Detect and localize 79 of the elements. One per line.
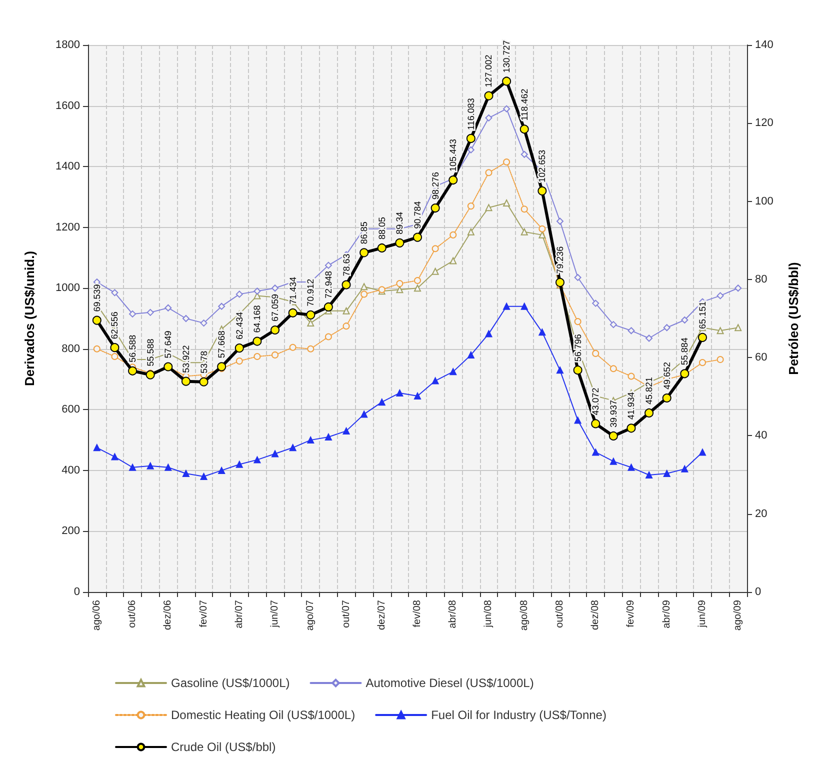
legend-label: Domestic Heating Oil (US$/1000L) <box>171 708 356 722</box>
data-label: 62.556 <box>110 312 120 340</box>
legend-label: Fuel Oil for Industry (US$/Tonne) <box>431 708 606 722</box>
y-tick-label: 1400 <box>56 160 80 173</box>
y-tick-label: 400 <box>62 464 80 476</box>
y-tick-label: 1600 <box>56 100 80 112</box>
x-tick-label: jun/08 <box>483 600 494 628</box>
legend-label: Gasoline (US$/1000L) <box>171 676 290 690</box>
data-label: 79.236 <box>554 246 565 274</box>
data-label: 89.34 <box>394 212 405 234</box>
data-label: 53.922 <box>180 345 191 373</box>
data-label: 78.63 <box>341 254 352 276</box>
data-label: 45.821 <box>644 376 654 404</box>
x-tick-label: ago/09 <box>732 600 744 631</box>
y-axis-title: Derivados (US$/unid.) <box>22 250 37 386</box>
data-label: 72.948 <box>323 270 334 298</box>
y-tick-label: 0 <box>74 586 80 598</box>
data-label: 105.443 <box>448 138 458 172</box>
data-label: 41.934 <box>626 392 636 420</box>
data-label: 102.653 <box>537 150 548 182</box>
y2-tick-label: 20 <box>755 508 768 520</box>
data-label: 116.083 <box>466 98 476 130</box>
x-tick-label: dez/07 <box>376 600 388 630</box>
y-tick-label: 600 <box>62 404 80 416</box>
y2-tick-label: 0 <box>755 586 762 598</box>
x-tick-label: jun/07 <box>270 600 281 628</box>
x-tick-label: dez/08 <box>590 600 602 630</box>
y2-tick-label: 80 <box>755 273 768 286</box>
data-label: 88.05 <box>376 216 387 240</box>
data-label: 62.434 <box>234 312 244 340</box>
x-tick-label: abr/08 <box>448 600 459 628</box>
y2-tick-label: 140 <box>755 39 774 51</box>
data-label: 130.727 <box>502 40 512 73</box>
data-label: 64.168 <box>252 305 262 333</box>
data-label: 55.884 <box>680 338 690 366</box>
data-label: 57.668 <box>216 330 227 358</box>
data-label: 56.588 <box>128 334 138 362</box>
x-tick-label: fev/09 <box>626 600 637 628</box>
x-tick-label: fev/08 <box>412 600 423 628</box>
data-label: 39.937 <box>608 400 618 428</box>
x-tick-label: ago/06 <box>91 600 102 631</box>
x-tick-label: out/06 <box>127 600 138 628</box>
y-tick-label: 200 <box>62 525 80 538</box>
data-label: 70.912 <box>306 278 316 306</box>
data-label: 49.652 <box>662 362 672 390</box>
data-label: 57.649 <box>163 330 174 358</box>
data-label: 43.072 <box>590 388 601 416</box>
data-label: 86.85 <box>359 222 370 244</box>
x-tick-label: fev/07 <box>198 600 210 628</box>
data-label: 55.588 <box>145 338 156 366</box>
data-label: 67.059 <box>270 294 280 322</box>
x-tick-label: ago/08 <box>518 600 530 631</box>
data-label: 56.796 <box>572 334 583 362</box>
data-label: 127.002 <box>484 54 494 88</box>
x-tick-label: jun/09 <box>696 600 708 628</box>
x-tick-label: abr/07 <box>234 600 245 628</box>
y2-tick-label: 120 <box>755 117 774 130</box>
data-label: 69.539 <box>92 284 102 312</box>
data-label: 98.276 <box>430 172 440 200</box>
x-tick-label: out/07 <box>340 600 352 628</box>
y2-tick-label: 100 <box>755 195 774 208</box>
data-label: 90.784 <box>412 201 422 229</box>
data-label: 65.151 <box>697 301 708 329</box>
y-tick-label: 1200 <box>56 221 80 234</box>
data-label: 118.462 <box>519 88 530 121</box>
x-tick-label: abr/09 <box>661 600 672 628</box>
x-tick-label: dez/06 <box>162 600 174 630</box>
x-tick-label: out/08 <box>554 600 566 628</box>
y2-axis-title: Petróleo (US$/bbl) <box>786 262 801 375</box>
y2-tick-label: 40 <box>755 430 768 442</box>
y-tick-label: 1800 <box>56 39 80 51</box>
legend-label: Automotive Diesel (US$/1000L) <box>366 676 534 690</box>
y2-tick-label: 60 <box>755 352 768 364</box>
legend-label: Crude Oil (US$/bbl) <box>171 740 276 754</box>
x-tick-label: ago/07 <box>305 600 316 631</box>
y-tick-label: 800 <box>62 342 80 355</box>
data-label: 71.434 <box>288 276 298 304</box>
data-label: 53.78 <box>198 350 209 374</box>
y-tick-label: 1000 <box>56 282 80 294</box>
